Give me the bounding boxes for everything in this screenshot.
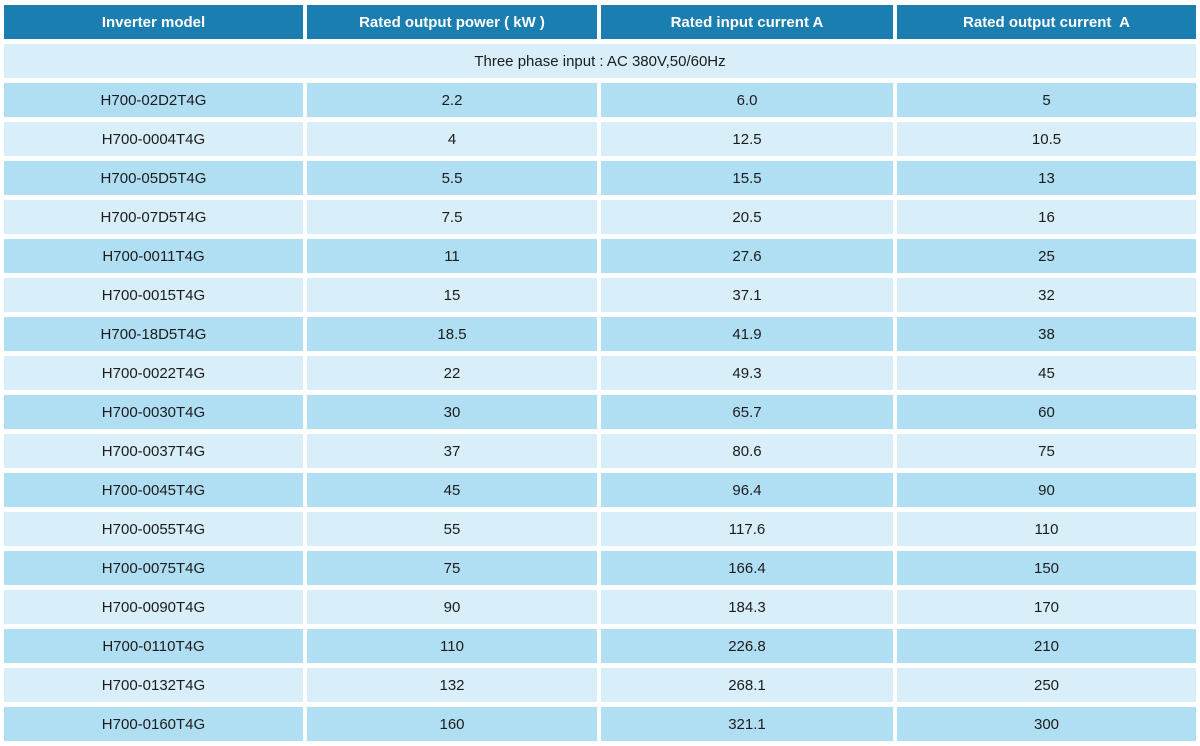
table-row: H700-02D2T4G 2.2 6.0 5 [4, 83, 1196, 117]
cell-inverter-model: H700-0075T4G [4, 551, 303, 585]
cell-inverter-model: H700-0110T4G [4, 629, 303, 663]
table-row: H700-05D5T4G 5.5 15.5 13 [4, 161, 1196, 195]
table-row: H700-0110T4G 110 226.8 210 [4, 629, 1196, 663]
cell-rated-output-power: 75 [307, 551, 597, 585]
cell-rated-input-current: 65.7 [601, 395, 893, 429]
cell-rated-output-current: 110 [897, 512, 1196, 546]
cell-rated-output-power: 4 [307, 122, 597, 156]
cell-inverter-model: H700-0037T4G [4, 434, 303, 468]
cell-rated-output-power: 5.5 [307, 161, 597, 195]
cell-rated-output-current: 25 [897, 239, 1196, 273]
table-row: H700-07D5T4G 7.5 20.5 16 [4, 200, 1196, 234]
cell-rated-input-current: 268.1 [601, 668, 893, 702]
cell-rated-output-power: 22 [307, 356, 597, 390]
cell-rated-output-current: 38 [897, 317, 1196, 351]
table-row: H700-0090T4G 90 184.3 170 [4, 590, 1196, 624]
cell-rated-output-power: 7.5 [307, 200, 597, 234]
cell-rated-output-current: 10.5 [897, 122, 1196, 156]
cell-rated-input-current: 80.6 [601, 434, 893, 468]
cell-rated-output-current: 250 [897, 668, 1196, 702]
phase-input-banner: Three phase input : AC 380V,50/60Hz [4, 44, 1196, 78]
cell-inverter-model: H700-02D2T4G [4, 83, 303, 117]
cell-rated-input-current: 15.5 [601, 161, 893, 195]
cell-rated-input-current: 27.6 [601, 239, 893, 273]
column-header-rated-input-current: Rated input current A [601, 5, 893, 39]
cell-rated-output-current: 170 [897, 590, 1196, 624]
cell-rated-input-current: 20.5 [601, 200, 893, 234]
cell-rated-input-current: 117.6 [601, 512, 893, 546]
cell-rated-input-current: 49.3 [601, 356, 893, 390]
cell-inverter-model: H700-0015T4G [4, 278, 303, 312]
table-row: H700-0022T4G 22 49.3 45 [4, 356, 1196, 390]
cell-inverter-model: H700-0022T4G [4, 356, 303, 390]
cell-rated-input-current: 41.9 [601, 317, 893, 351]
cell-inverter-model: H700-0030T4G [4, 395, 303, 429]
cell-rated-output-current: 16 [897, 200, 1196, 234]
cell-rated-output-power: 160 [307, 707, 597, 741]
table-row: H700-0075T4G 75 166.4 150 [4, 551, 1196, 585]
cell-inverter-model: H700-07D5T4G [4, 200, 303, 234]
cell-rated-output-power: 18.5 [307, 317, 597, 351]
cell-inverter-model: H700-0011T4G [4, 239, 303, 273]
column-header-rated-output-current: Rated output current A [897, 5, 1196, 39]
cell-inverter-model: H700-0132T4G [4, 668, 303, 702]
cell-rated-output-power: 37 [307, 434, 597, 468]
cell-rated-input-current: 6.0 [601, 83, 893, 117]
table-row: H700-0030T4G 30 65.7 60 [4, 395, 1196, 429]
column-header-inverter-model: Inverter model [4, 5, 303, 39]
cell-rated-input-current: 321.1 [601, 707, 893, 741]
cell-rated-output-current: 210 [897, 629, 1196, 663]
column-header-rated-output-power: Rated output power ( kW ) [307, 5, 597, 39]
table-row: H700-0160T4G 160 321.1 300 [4, 707, 1196, 741]
cell-rated-output-power: 11 [307, 239, 597, 273]
cell-inverter-model: H700-0045T4G [4, 473, 303, 507]
header-row: Inverter model Rated output power ( kW )… [4, 5, 1196, 39]
cell-inverter-model: H700-0090T4G [4, 590, 303, 624]
table-row: H700-0045T4G 45 96.4 90 [4, 473, 1196, 507]
cell-rated-output-power: 110 [307, 629, 597, 663]
cell-rated-output-power: 45 [307, 473, 597, 507]
table-row: H700-0132T4G 132 268.1 250 [4, 668, 1196, 702]
cell-rated-output-current: 45 [897, 356, 1196, 390]
cell-inverter-model: H700-18D5T4G [4, 317, 303, 351]
table-row: H700-18D5T4G 18.5 41.9 38 [4, 317, 1196, 351]
cell-rated-output-current: 60 [897, 395, 1196, 429]
cell-rated-output-power: 2.2 [307, 83, 597, 117]
cell-rated-output-current: 75 [897, 434, 1196, 468]
cell-rated-output-current: 150 [897, 551, 1196, 585]
cell-rated-input-current: 12.5 [601, 122, 893, 156]
cell-rated-output-power: 132 [307, 668, 597, 702]
cell-rated-output-current: 90 [897, 473, 1196, 507]
cell-rated-input-current: 166.4 [601, 551, 893, 585]
cell-rated-output-power: 90 [307, 590, 597, 624]
cell-rated-output-power: 55 [307, 512, 597, 546]
cell-inverter-model: H700-0160T4G [4, 707, 303, 741]
cell-inverter-model: H700-0004T4G [4, 122, 303, 156]
table-row: H700-0004T4G 4 12.5 10.5 [4, 122, 1196, 156]
cell-inverter-model: H700-0055T4G [4, 512, 303, 546]
cell-rated-input-current: 184.3 [601, 590, 893, 624]
cell-rated-output-current: 13 [897, 161, 1196, 195]
cell-rated-output-current: 5 [897, 83, 1196, 117]
cell-rated-input-current: 37.1 [601, 278, 893, 312]
table-row: H700-0011T4G 11 27.6 25 [4, 239, 1196, 273]
cell-rated-output-current: 300 [897, 707, 1196, 741]
table-row: H700-0055T4G 55 117.6 110 [4, 512, 1196, 546]
table-row: H700-0037T4G 37 80.6 75 [4, 434, 1196, 468]
phase-input-banner-row: Three phase input : AC 380V,50/60Hz [4, 44, 1196, 78]
cell-rated-input-current: 96.4 [601, 473, 893, 507]
cell-rated-input-current: 226.8 [601, 629, 893, 663]
cell-rated-output-current: 32 [897, 278, 1196, 312]
table-row: H700-0015T4G 15 37.1 32 [4, 278, 1196, 312]
cell-inverter-model: H700-05D5T4G [4, 161, 303, 195]
cell-rated-output-power: 30 [307, 395, 597, 429]
cell-rated-output-power: 15 [307, 278, 597, 312]
